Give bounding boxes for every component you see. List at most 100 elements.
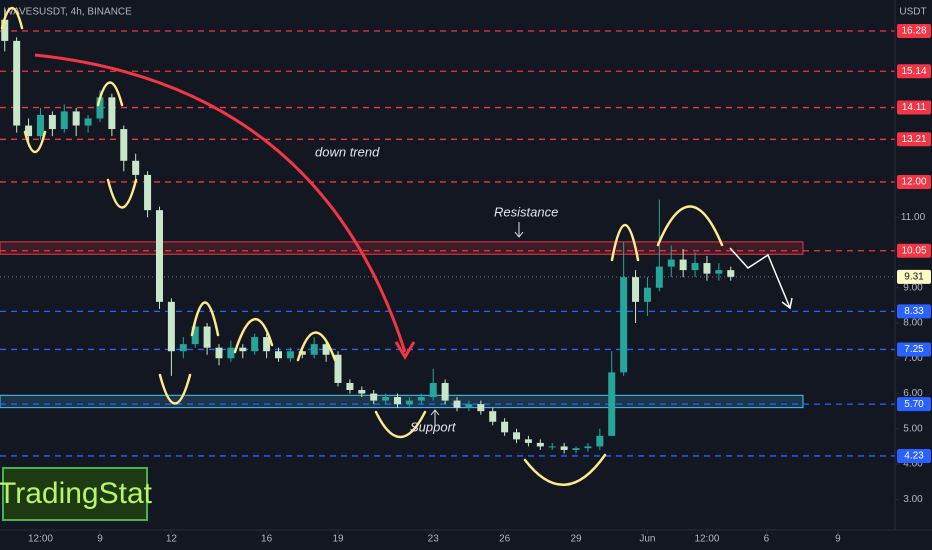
peak-curve <box>96 81 124 107</box>
x-tick-label: 12:00 <box>694 534 719 545</box>
level-label-box <box>897 100 931 115</box>
x-tick-label: 9 <box>97 534 103 545</box>
candle-body <box>655 266 663 288</box>
projection-arrow <box>729 247 793 310</box>
level-label: 15.14 <box>901 66 926 77</box>
candle-body <box>489 411 497 422</box>
level-label-box <box>897 132 931 147</box>
candle-body <box>465 404 473 408</box>
candle-body <box>691 263 699 271</box>
peak-curve <box>656 205 724 247</box>
trend-arrow <box>34 53 407 353</box>
level-label: 10.05 <box>901 245 926 256</box>
y-tick-label: 4.00 <box>903 459 923 470</box>
candle-body <box>322 344 330 355</box>
candle-body <box>346 382 354 391</box>
candle-body <box>60 111 68 130</box>
plot <box>0 9 895 457</box>
candle-body <box>179 344 187 352</box>
candle-body <box>144 174 152 211</box>
last-price-label: 9.31 <box>904 271 924 282</box>
candle-body <box>572 448 580 450</box>
support-arrow <box>430 409 440 425</box>
candle-body <box>429 382 437 398</box>
level-label: 7.25 <box>904 344 924 355</box>
trough-curve <box>523 453 607 486</box>
x-tick-label: Jun <box>639 534 655 545</box>
y-tick-label: 3.00 <box>903 494 923 505</box>
trough-curve <box>374 410 427 439</box>
candle-body <box>120 129 128 161</box>
x-tick-label: 19 <box>332 534 344 545</box>
level-label: 4.23 <box>904 451 924 462</box>
candle-body <box>394 397 402 405</box>
candle-body <box>239 347 247 352</box>
logo: TradingStat <box>0 477 153 510</box>
level-label-box <box>897 342 931 357</box>
y-tick-label: 9.00 <box>903 282 923 293</box>
candle-body <box>501 421 509 433</box>
annotation: down trend <box>315 144 380 159</box>
logo-box <box>2 467 148 521</box>
trend-arrowhead <box>394 341 416 360</box>
candle-body <box>84 118 92 126</box>
y-tick-label: 11.00 <box>901 212 926 223</box>
level-label-box <box>897 448 931 463</box>
candle-body <box>667 259 675 267</box>
axis-unit: USDT <box>899 7 926 18</box>
candle-body <box>727 270 735 277</box>
x-tick-label: 29 <box>570 534 582 545</box>
candle-body <box>48 114 56 130</box>
candle-body <box>417 397 425 401</box>
candle-body <box>25 125 33 137</box>
candle-body <box>715 270 723 274</box>
candle-body <box>548 446 556 448</box>
level-label: 16.28 <box>901 26 926 37</box>
level-label-box <box>897 24 931 39</box>
x-tick-label: 16 <box>261 534 273 545</box>
candle-body <box>679 259 687 271</box>
level-label: 12.00 <box>901 177 926 188</box>
x-tick-label: 12 <box>166 534 178 545</box>
last-price-box <box>897 269 931 284</box>
candle-body <box>310 344 318 355</box>
chart-title: WAVESUSDT, 4h, BINANCE <box>4 7 132 18</box>
candle-body <box>643 287 651 302</box>
x-tick-label: 9 <box>835 534 841 545</box>
resistance-arrow <box>514 222 524 238</box>
candle-body <box>298 351 306 355</box>
y-tick-label: 6.00 <box>903 388 923 399</box>
candle-body <box>203 326 211 348</box>
candle-body <box>13 40 21 126</box>
x-tick-label: 12:00 <box>28 534 53 545</box>
y-tick-label: 7.00 <box>903 353 923 364</box>
level-label-box <box>897 64 931 79</box>
candle-body <box>215 347 223 359</box>
level-label-box <box>897 397 931 412</box>
level-label: 14.11 <box>902 102 927 113</box>
zone <box>0 394 804 409</box>
candle-body <box>370 393 378 401</box>
x-tick-label: 26 <box>499 534 511 545</box>
candle-body <box>132 160 140 175</box>
candle-body <box>286 351 294 359</box>
level-label-box <box>897 243 931 258</box>
level-label: 5.70 <box>904 399 924 410</box>
candle-body <box>263 337 271 352</box>
level-label: 13.21 <box>901 134 926 145</box>
level-label: 8.33 <box>904 306 924 317</box>
x-tick-label: 23 <box>428 534 440 545</box>
candle-body <box>632 277 640 302</box>
hand-drawings <box>0 6 793 486</box>
candle-body <box>405 400 413 405</box>
peak-curve <box>233 318 274 354</box>
candle-body <box>382 397 390 401</box>
candle-body <box>167 301 175 352</box>
candle-body <box>584 446 592 449</box>
candle-body <box>358 390 366 394</box>
candle-body <box>560 446 568 450</box>
peak-curve <box>610 224 640 262</box>
x-tick-label: 6 <box>764 534 770 545</box>
zone <box>0 241 804 255</box>
